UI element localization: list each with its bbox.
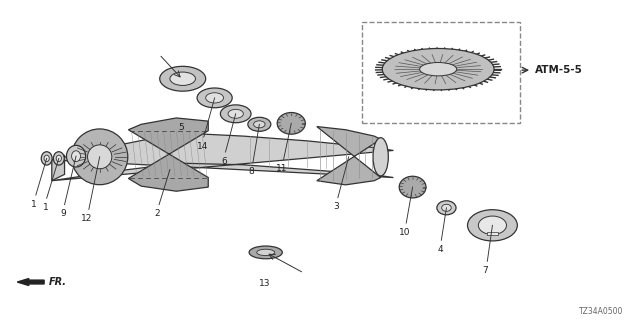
Text: 10: 10 (399, 228, 410, 237)
Ellipse shape (257, 249, 275, 256)
Text: 12: 12 (81, 214, 93, 223)
Ellipse shape (249, 246, 282, 259)
Ellipse shape (197, 88, 232, 108)
Text: 1: 1 (31, 200, 36, 209)
Text: 13: 13 (259, 279, 270, 288)
Text: ATM-5-5: ATM-5-5 (534, 65, 582, 75)
Text: 7: 7 (483, 266, 488, 275)
Ellipse shape (72, 129, 128, 185)
Text: FR.: FR. (49, 277, 67, 287)
FancyArrow shape (17, 278, 44, 285)
Ellipse shape (437, 201, 456, 215)
Text: 8: 8 (248, 167, 254, 176)
Ellipse shape (160, 66, 205, 91)
Ellipse shape (399, 176, 426, 198)
Ellipse shape (253, 121, 265, 128)
Ellipse shape (277, 113, 305, 134)
Ellipse shape (478, 216, 506, 235)
Ellipse shape (382, 49, 494, 90)
Text: TZ34A0500: TZ34A0500 (579, 307, 623, 316)
Text: 11: 11 (276, 164, 287, 173)
Polygon shape (52, 155, 65, 181)
Polygon shape (52, 133, 394, 181)
Ellipse shape (220, 105, 251, 123)
Text: 3: 3 (333, 202, 339, 212)
Ellipse shape (53, 152, 64, 165)
Text: 1: 1 (42, 203, 48, 212)
Ellipse shape (248, 117, 271, 131)
Ellipse shape (373, 138, 388, 176)
Ellipse shape (442, 204, 451, 211)
Ellipse shape (170, 72, 195, 85)
Polygon shape (317, 126, 381, 185)
Text: 6: 6 (221, 157, 227, 166)
Ellipse shape (56, 155, 61, 162)
Text: 14: 14 (197, 142, 208, 151)
Text: 5: 5 (179, 123, 184, 132)
Ellipse shape (467, 210, 517, 241)
Ellipse shape (420, 62, 457, 76)
Polygon shape (129, 118, 208, 191)
Ellipse shape (67, 145, 86, 167)
Ellipse shape (88, 145, 112, 169)
Text: 4: 4 (437, 245, 443, 254)
Polygon shape (487, 232, 497, 235)
Ellipse shape (41, 152, 52, 165)
Ellipse shape (205, 93, 223, 103)
Text: 2: 2 (154, 209, 160, 218)
Ellipse shape (228, 109, 243, 118)
Text: 9: 9 (60, 209, 66, 218)
Ellipse shape (44, 155, 49, 162)
Ellipse shape (72, 151, 81, 162)
